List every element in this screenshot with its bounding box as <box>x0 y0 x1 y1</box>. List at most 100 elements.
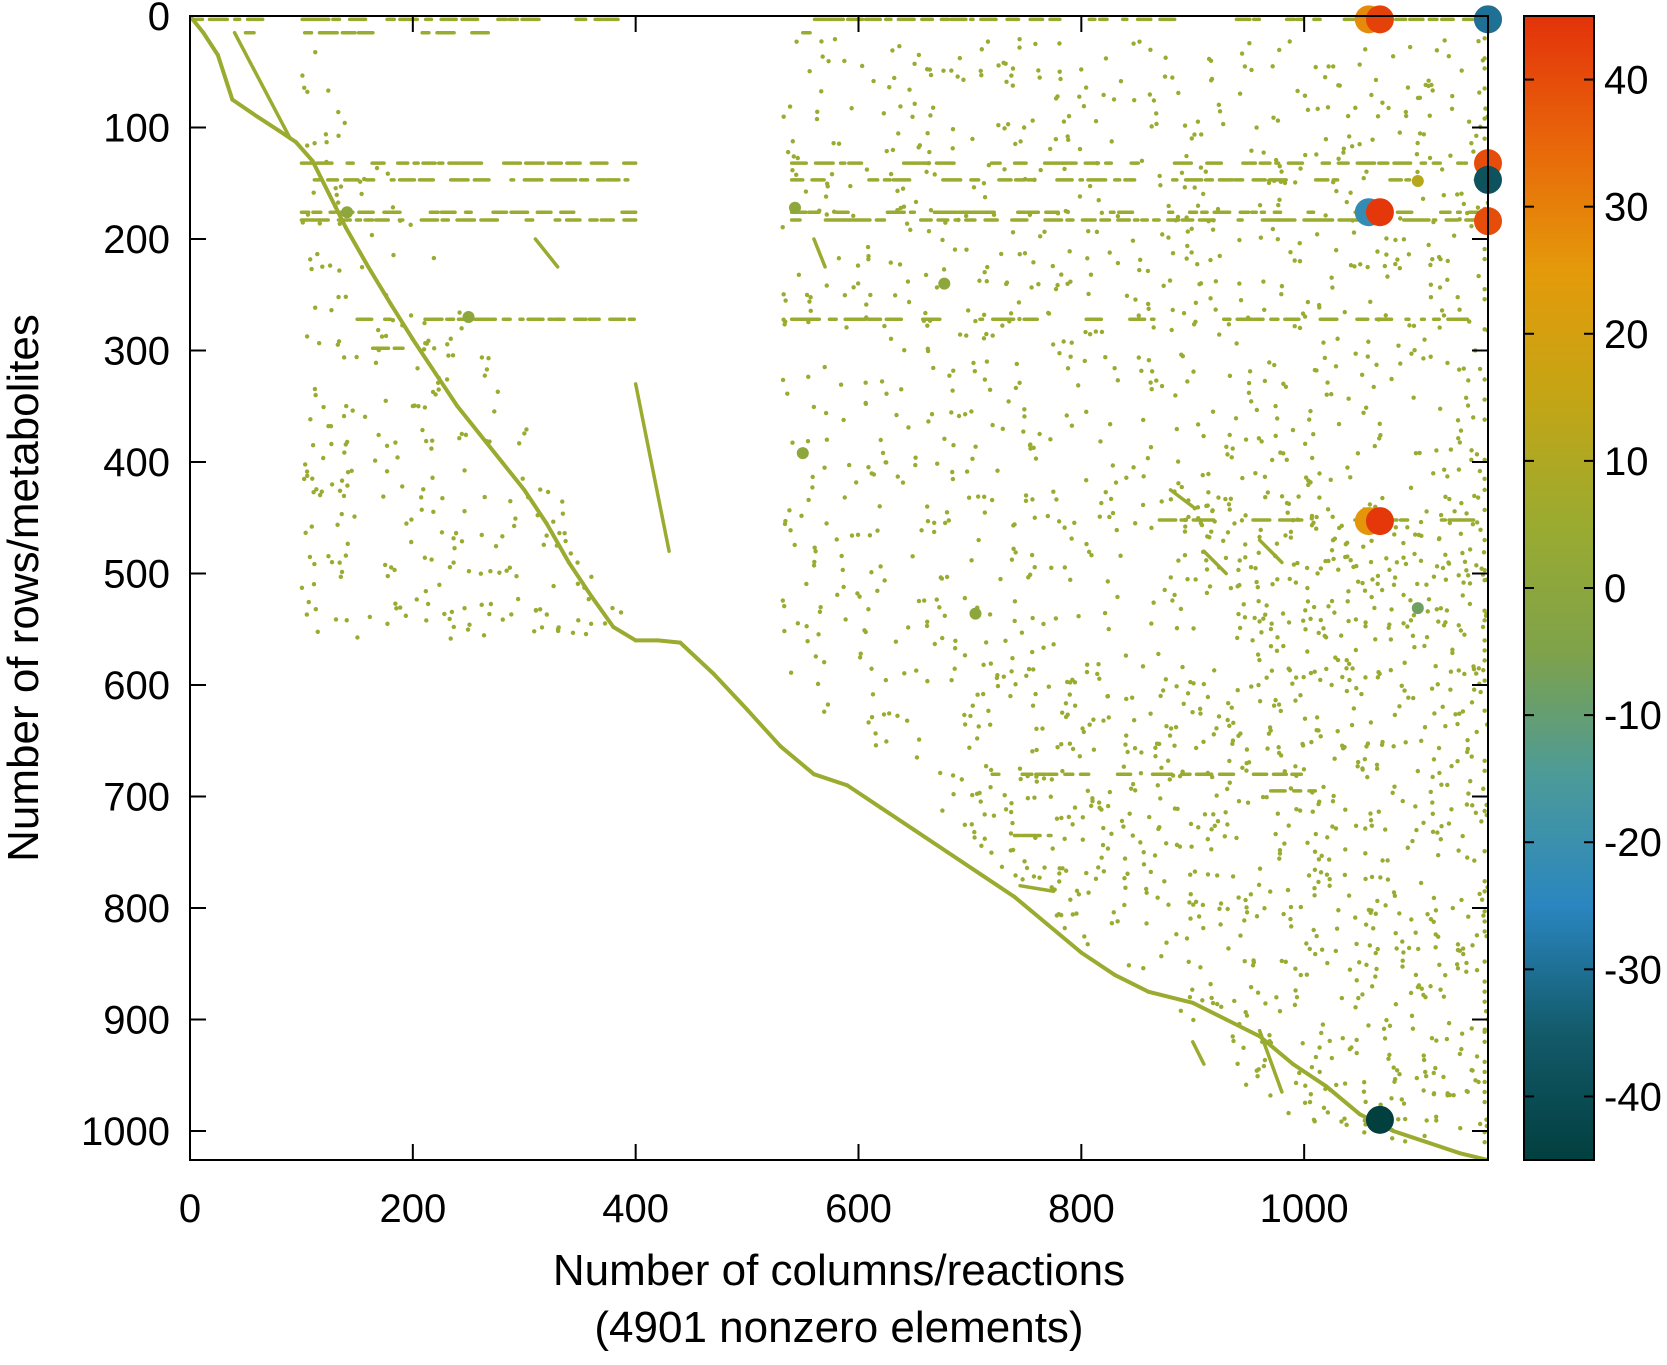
nonzero-point <box>1446 561 1452 566</box>
nonzero-point <box>787 508 792 513</box>
nonzero-point <box>1482 377 1487 382</box>
nonzero-point <box>931 365 936 371</box>
nonzero-point <box>1418 880 1424 886</box>
nonzero-point <box>1077 194 1083 199</box>
nonzero-point <box>1323 635 1329 640</box>
nonzero-point <box>303 530 308 536</box>
nonzero-point <box>451 536 456 541</box>
nonzero-point <box>806 319 811 325</box>
diagonal-segment <box>293 139 315 163</box>
nonzero-point <box>1303 627 1308 632</box>
nonzero-point <box>1154 378 1159 383</box>
nonzero-point <box>1312 849 1318 854</box>
nonzero-point <box>1387 1052 1392 1058</box>
nonzero-point <box>457 436 462 441</box>
nonzero-point <box>910 114 915 119</box>
nonzero-point <box>986 163 992 168</box>
nonzero-point <box>1295 560 1300 566</box>
nonzero-point <box>1149 124 1154 129</box>
nonzero-point <box>1482 297 1487 302</box>
nonzero-point <box>984 359 990 364</box>
nonzero-point <box>1309 1065 1315 1070</box>
nonzero-point <box>1262 906 1267 911</box>
nonzero-point <box>1429 1035 1435 1041</box>
nonzero-point <box>1482 417 1487 422</box>
nonzero-point <box>1439 823 1444 829</box>
nonzero-point <box>1390 790 1395 796</box>
nonzero-point <box>1353 1005 1358 1010</box>
nonzero-point <box>1326 64 1331 69</box>
nonzero-point <box>1482 1099 1487 1105</box>
nonzero-point <box>1257 534 1262 540</box>
nonzero-point <box>926 160 931 166</box>
nonzero-point <box>1360 580 1365 586</box>
nonzero-point <box>492 409 497 414</box>
nonzero-point <box>1178 1008 1184 1013</box>
nonzero-point <box>1063 714 1069 720</box>
nonzero-point <box>1099 329 1105 335</box>
nonzero-point <box>1258 235 1264 240</box>
nonzero-point <box>1482 397 1487 402</box>
nonzero-point <box>1459 68 1464 73</box>
nonzero-point <box>1239 518 1245 523</box>
medium-value-point <box>969 607 982 620</box>
nonzero-point <box>1109 920 1115 926</box>
nonzero-point <box>311 489 316 495</box>
nonzero-point <box>1069 536 1074 541</box>
nonzero-point <box>1459 1046 1464 1052</box>
nonzero-point <box>1050 342 1056 347</box>
nonzero-point <box>1130 833 1136 838</box>
nonzero-point <box>795 621 801 626</box>
nonzero-point <box>982 377 988 382</box>
nonzero-point <box>790 168 795 173</box>
nonzero-point <box>1465 746 1471 752</box>
nonzero-point <box>905 625 911 630</box>
nonzero-point <box>1310 790 1315 795</box>
nonzero-point <box>1441 467 1447 472</box>
nonzero-point <box>1067 249 1072 254</box>
nonzero-point <box>1086 228 1091 234</box>
nonzero-point <box>576 618 581 623</box>
nonzero-point <box>1428 282 1434 287</box>
nonzero-point <box>333 185 338 191</box>
plot-background <box>190 16 1488 1160</box>
nonzero-point <box>1036 68 1041 73</box>
nonzero-point <box>1430 256 1435 262</box>
nonzero-point <box>1482 577 1487 583</box>
nonzero-point <box>1118 553 1123 558</box>
nonzero-point <box>1297 325 1303 331</box>
nonzero-point <box>1017 252 1022 257</box>
nonzero-point <box>858 651 863 656</box>
nonzero-point <box>1311 604 1317 610</box>
nonzero-point <box>898 104 903 109</box>
nonzero-point <box>925 504 930 509</box>
nonzero-point <box>1014 361 1019 367</box>
diagonal-segment <box>745 707 783 749</box>
nonzero-point <box>1391 890 1397 895</box>
nonzero-point <box>1435 830 1440 835</box>
nonzero-point <box>1189 844 1194 849</box>
nonzero-point <box>1224 786 1230 792</box>
nonzero-point <box>1308 480 1313 485</box>
nonzero-point <box>848 183 853 189</box>
nonzero-point <box>1183 524 1188 529</box>
nonzero-point <box>307 554 313 560</box>
nonzero-point <box>975 494 981 499</box>
nonzero-point <box>1399 1097 1404 1102</box>
nonzero-point <box>1431 919 1436 924</box>
nonzero-point <box>1180 769 1185 774</box>
nonzero-point <box>1307 417 1312 422</box>
nonzero-point <box>1414 152 1420 157</box>
nonzero-point <box>999 864 1005 870</box>
nonzero-point <box>1252 615 1257 621</box>
nonzero-point <box>423 438 429 444</box>
nonzero-point <box>1308 408 1313 414</box>
nonzero-point <box>878 437 883 443</box>
nonzero-point <box>1062 836 1067 842</box>
nonzero-point <box>998 251 1004 257</box>
nonzero-point <box>1459 191 1464 196</box>
nonzero-point <box>338 184 344 189</box>
nonzero-point <box>1139 368 1144 374</box>
nonzero-point <box>1293 675 1299 680</box>
nonzero-point <box>1316 302 1322 308</box>
